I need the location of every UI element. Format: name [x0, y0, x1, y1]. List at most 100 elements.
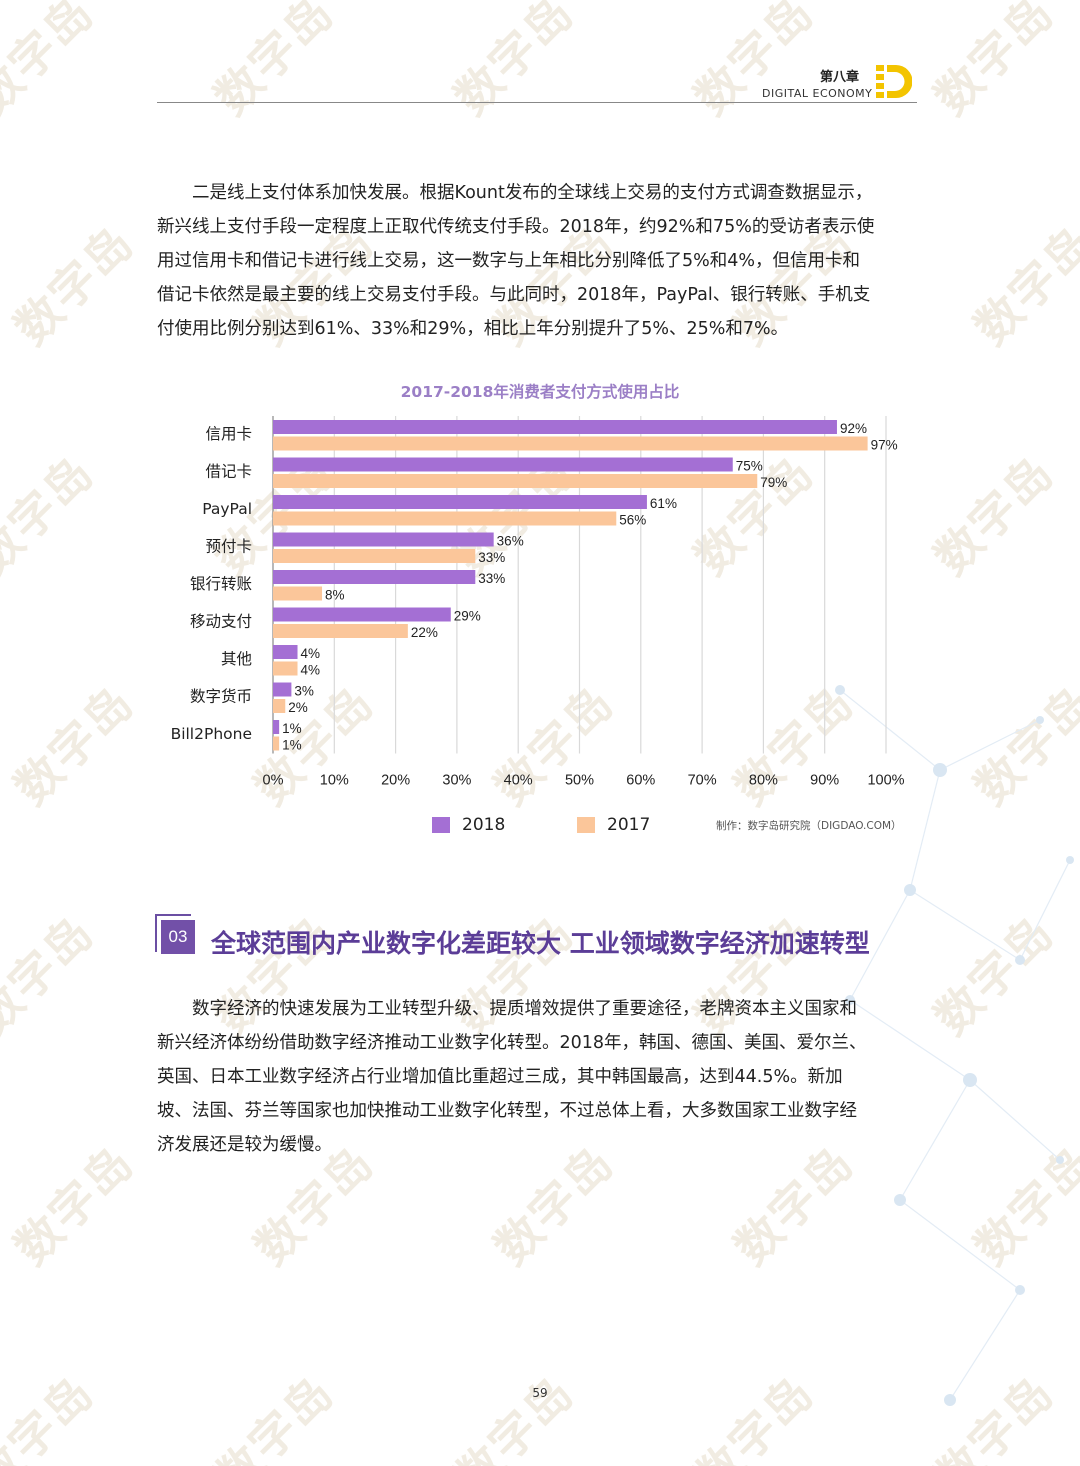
watermark-text: 数字岛: [444, 1365, 585, 1466]
bar-2017: [273, 436, 868, 451]
paragraph-line: 英国、日本工业数字经济占行业增加值比重超过三成，其中韩国最高，达到44.5%。新…: [157, 1067, 843, 1087]
watermark-text: 数字岛: [964, 1135, 1080, 1276]
watermark-text: 数字岛: [924, 1365, 1065, 1466]
watermark-text: 数字岛: [0, 1365, 105, 1466]
x-tick-label: 50%: [565, 773, 594, 789]
digdao-logo-icon: [876, 65, 912, 98]
bar-2017: [273, 474, 758, 488]
badge-frame: [155, 914, 191, 952]
data-label: 36%: [497, 534, 524, 549]
paragraph-line: 数字经济的快速发展为工业转型升级、提质增效提供了重要途径，老牌资本主义国家和: [157, 999, 857, 1019]
legend-item-2018: 2018: [432, 814, 505, 836]
bar-2018: [273, 720, 280, 734]
category-label: 信用卡: [205, 425, 252, 443]
data-label: 75%: [736, 459, 763, 474]
bar-2018: [273, 420, 837, 434]
paragraph-line: 济发展还是较为缓慢。: [157, 1135, 332, 1155]
data-label: 4%: [301, 646, 321, 661]
data-label: 56%: [619, 513, 646, 528]
bar-2017: [273, 549, 476, 563]
legend-swatch-2018: [432, 817, 450, 833]
paragraph-line: 坡、法国、芬兰等国家也加快推动工业数字化转型，不过总体上看，大多数国家工业数字经: [157, 1101, 857, 1121]
data-label: 92%: [840, 421, 867, 436]
bar-2018: [273, 607, 451, 622]
paragraph-line: 二是线上支付体系加快发展。根据Kount发布的全球线上交易的支付方式调查数据显示…: [157, 183, 873, 203]
paragraph-line: 用过信用卡和借记卡进行线上交易，这一数字与上年相比分别降低了5%和4%，但信用卡…: [157, 251, 861, 271]
x-tick-label: 30%: [442, 773, 471, 789]
section-title: 全球范围内产业数字化差距较大 工业领域数字经济加速转型: [211, 929, 870, 958]
x-tick-label: 10%: [320, 773, 349, 789]
header-divider: [157, 102, 917, 103]
bar-2018: [273, 645, 298, 659]
x-tick-label: 80%: [749, 773, 778, 789]
chart-title: 2017-2018年消费者支付方式使用占比: [400, 383, 680, 401]
data-label: 79%: [760, 475, 787, 490]
bar-2018: [273, 682, 292, 697]
watermark-text: 数字岛: [684, 0, 825, 126]
x-tick-label: 20%: [381, 773, 410, 789]
data-label: 29%: [454, 609, 481, 624]
page-number: 59: [532, 1386, 548, 1400]
x-tick-label: 90%: [810, 773, 839, 789]
data-label: 1%: [282, 738, 302, 753]
bar-2018: [273, 570, 476, 584]
data-label: 4%: [301, 663, 321, 678]
payment-methods-bar-chart: 0% 10% 20% 30% 40% 50% 60% 70% 80% 90% 100% 信用卡 92% 9…: [171, 416, 905, 789]
category-label: 借记卡: [205, 463, 252, 481]
data-label: 8%: [325, 588, 345, 603]
watermark-text: 数字岛: [684, 1365, 825, 1466]
x-tick-label: 70%: [688, 773, 717, 789]
watermark-text: 数字岛: [924, 0, 1065, 126]
header-subtitle: DIGITAL ECONOMY: [762, 87, 873, 100]
bar-2017: [273, 624, 408, 638]
data-label: 2%: [288, 700, 308, 715]
paragraph-payment: 二是线上支付体系加快发展。根据Kount发布的全球线上交易的支付方式调查数据显示…: [157, 176, 925, 346]
watermark-text: 数字岛: [4, 215, 145, 356]
category-label: Bill2Phone: [171, 725, 252, 743]
category-label: 预付卡: [205, 538, 252, 556]
data-label: 3%: [294, 684, 314, 699]
x-tick-label: 100%: [867, 773, 904, 789]
legend-swatch-2017: [577, 817, 595, 833]
watermark-text: 数字岛: [444, 0, 585, 126]
category-label: 银行转账: [190, 575, 252, 593]
x-tick-label: 60%: [626, 773, 655, 789]
watermark-text: 数字岛: [0, 905, 105, 1046]
category-label: 其他: [221, 650, 252, 668]
data-label: 1%: [282, 721, 302, 736]
data-label: 33%: [478, 571, 505, 586]
section-number-badge: 03: [155, 914, 195, 956]
x-tick-label: 0%: [263, 773, 284, 789]
bar-2018: [273, 495, 647, 509]
bar-2017: [273, 586, 323, 601]
chart-credit: 制作：数字岛研究院（DIGDAO.COM）: [716, 820, 902, 832]
bar-2018: [273, 532, 494, 547]
watermark-text: 数字岛: [0, 0, 105, 126]
category-label: 数字货币: [190, 688, 252, 706]
bar-2017: [273, 699, 286, 713]
bar-2018: [273, 457, 733, 472]
legend-label-2018: 2018: [462, 815, 506, 835]
x-tick-label: 40%: [504, 773, 533, 789]
paragraph-line: 新兴线上支付手段一定程度上正取代传统支付手段。2018年，约92%和75%的受访…: [157, 217, 875, 237]
watermark-text: 数字岛: [4, 1135, 145, 1276]
legend-item-2017: 2017: [577, 814, 650, 836]
bar-2017: [273, 511, 617, 526]
category-label: 移动支付: [190, 613, 252, 631]
paragraph-line: 借记卡依然是最主要的线上交易支付手段。与此同时，2018年，PayPal、银行转…: [157, 285, 871, 305]
section-number: 03: [161, 920, 195, 954]
paragraph-line: 付使用比例分别达到61%、33%和29%，相比上年分别提升了5%、25%和7%。: [157, 319, 789, 339]
legend-label-2017: 2017: [607, 815, 651, 835]
bar-2017: [273, 736, 280, 751]
paragraph-line: 新兴经济体纷纷借助数字经济推动工业数字化转型。2018年，韩国、德国、美国、爱尔…: [157, 1033, 867, 1053]
category-label: PayPal: [202, 500, 252, 518]
bar-2017: [273, 661, 298, 676]
data-label: 61%: [650, 496, 677, 511]
watermark-text: 数字岛: [204, 0, 345, 126]
watermark-text: 数字岛: [964, 215, 1080, 356]
chapter-label: 第八章: [820, 70, 860, 85]
watermark-text: 数字岛: [204, 1365, 345, 1466]
watermark-text: 数字岛: [924, 905, 1065, 1046]
data-label: 33%: [478, 550, 505, 565]
paragraph-industry: 数字经济的快速发展为工业转型升级、提质增效提供了重要途径，老牌资本主义国家和 新…: [157, 992, 925, 1162]
